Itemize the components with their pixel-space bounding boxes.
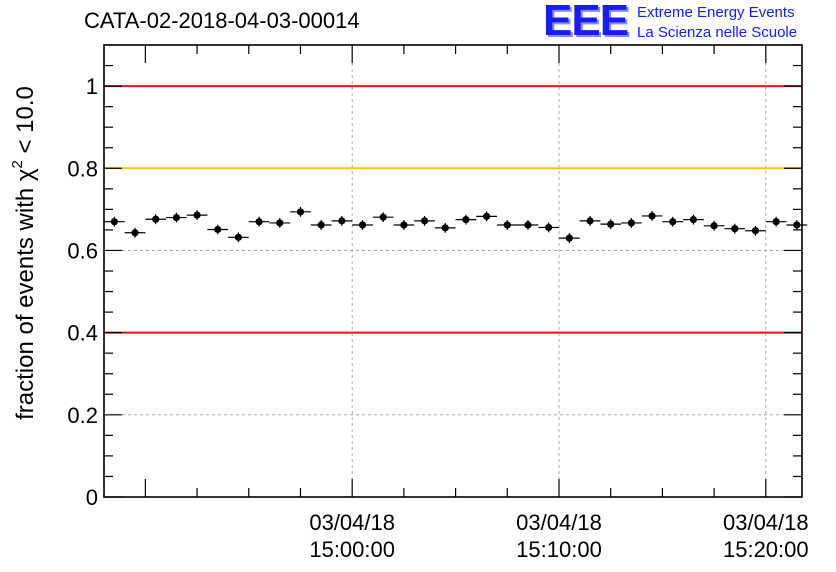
data-point xyxy=(607,220,615,228)
y-tick-label: 1 xyxy=(86,74,98,99)
data-point xyxy=(524,221,532,229)
data-point xyxy=(772,218,780,226)
data-point xyxy=(379,213,387,221)
data-point xyxy=(689,216,698,224)
data-point xyxy=(420,217,429,225)
data-point xyxy=(193,211,201,219)
reference-lines xyxy=(104,85,802,334)
y-tick-label: 0.8 xyxy=(67,156,98,181)
eee-logo-mark: EEE xyxy=(543,0,629,45)
y-tick-label: 0.4 xyxy=(67,321,98,346)
x-tick-label-time: 15:00:00 xyxy=(309,537,395,562)
data-point xyxy=(172,213,180,222)
data-point xyxy=(296,208,305,216)
plot-frame xyxy=(103,44,803,498)
logo-tagline-1: Extreme Energy Events xyxy=(637,4,795,21)
data-point xyxy=(793,221,801,229)
data-point xyxy=(214,225,222,234)
data-point xyxy=(586,217,594,225)
data-point xyxy=(255,218,263,226)
data-point xyxy=(317,221,325,229)
axis-ticks xyxy=(104,44,802,498)
data-point xyxy=(338,217,346,225)
y-tick-label: 0 xyxy=(86,485,98,510)
logo-tagline-2: La Scienza nelle Scuole xyxy=(637,24,798,41)
data-point xyxy=(276,219,284,227)
data-point xyxy=(648,212,656,220)
eee-logo: EEE Extreme Energy Events La Scienza nel… xyxy=(543,0,833,46)
y-tick-label: 0.6 xyxy=(67,238,98,263)
data-point xyxy=(462,216,470,224)
run-title: CATA-02-2018-04-03-00014 xyxy=(84,8,360,33)
x-tick-label-date: 03/04/18 xyxy=(309,510,395,535)
data-point xyxy=(503,221,511,229)
data-point xyxy=(358,221,367,229)
data-point xyxy=(441,224,449,232)
data-point xyxy=(731,225,739,233)
y-tick-labels: 0 0.2 0.4 0.6 0.8 1 xyxy=(67,74,98,510)
data-point xyxy=(710,222,718,230)
data-point xyxy=(234,233,243,241)
data-point xyxy=(669,218,677,226)
data-point xyxy=(565,234,573,242)
data-point xyxy=(400,221,408,229)
data-point xyxy=(110,218,118,226)
data-point xyxy=(751,227,760,235)
data-point xyxy=(627,219,635,227)
data-point xyxy=(545,223,553,232)
y-axis-label: fraction of events with χ2 < 10.0 xyxy=(9,86,39,420)
x-tick-label-time: 15:20:00 xyxy=(723,537,809,562)
data-points xyxy=(104,206,808,244)
data-point xyxy=(483,212,491,220)
data-point xyxy=(131,229,139,237)
x-tick-label-date: 03/04/18 xyxy=(516,510,602,535)
grid xyxy=(104,45,802,497)
x-tick-label-time: 15:10:00 xyxy=(516,537,602,562)
y-tick-label: 0.2 xyxy=(67,403,98,428)
data-point xyxy=(152,215,160,223)
x-tick-label-date: 03/04/18 xyxy=(723,510,809,535)
x-tick-labels: 03/04/1815:00:0003/04/1815:10:0003/04/18… xyxy=(309,510,808,562)
